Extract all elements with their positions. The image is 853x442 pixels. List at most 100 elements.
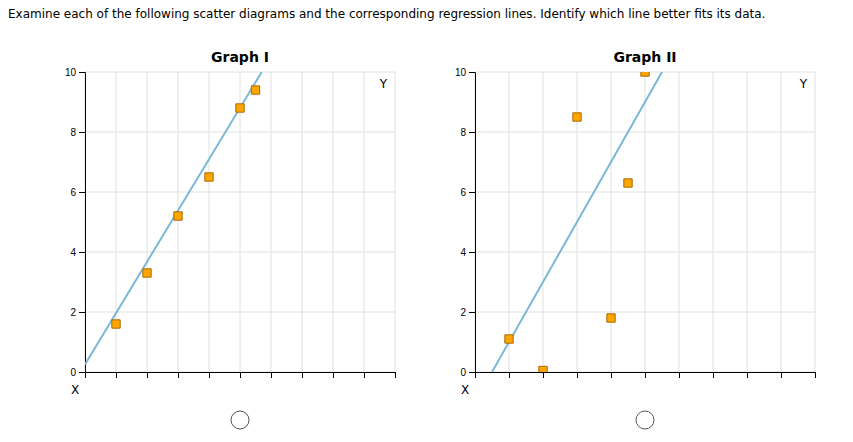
x-axis	[86, 372, 396, 378]
tick	[645, 372, 646, 378]
tick-mark	[815, 372, 816, 378]
x-axis-label: X	[461, 383, 469, 397]
instruction: Examine each of the following scatter di…	[8, 7, 765, 21]
y-axis-label: Y	[379, 77, 388, 91]
grid-line-x	[364, 72, 365, 372]
tick: 6	[460, 187, 475, 198]
scatter-point	[573, 113, 581, 121]
scatter-point	[641, 72, 649, 76]
lines	[85, 72, 262, 365]
tick	[209, 372, 210, 378]
tick-label: 8	[460, 127, 466, 138]
grid-line-x	[302, 72, 303, 372]
tick-mark	[79, 72, 85, 73]
tick: 6	[70, 187, 85, 198]
tick: 0	[460, 367, 475, 378]
tick-mark	[147, 372, 148, 378]
tick-mark	[79, 252, 85, 253]
tick: 8	[460, 127, 475, 138]
x-axis-label: X	[71, 383, 79, 397]
grid-line-x	[395, 72, 396, 372]
tick	[577, 372, 578, 378]
x-axis	[476, 372, 816, 378]
tick-mark	[469, 192, 475, 193]
tick	[679, 372, 680, 378]
tick-mark	[713, 372, 714, 378]
tick	[178, 372, 179, 378]
grid-line-x	[178, 72, 179, 372]
tick-mark	[747, 372, 748, 378]
grid-line-x	[815, 72, 816, 372]
tick-label: 8	[70, 127, 76, 138]
y-axis: 0 2 4 6 8 10	[455, 67, 476, 378]
tick-label: 2	[460, 307, 466, 318]
tick-label: 2	[70, 307, 76, 318]
radio-button[interactable]	[231, 411, 249, 429]
tick-label: 0	[70, 367, 76, 378]
tick-label: 4	[70, 247, 76, 258]
axis-line	[86, 373, 396, 379]
grid-line-x	[240, 72, 241, 372]
scatter-point	[174, 212, 182, 220]
tick	[713, 372, 714, 378]
tick: 10	[65, 67, 85, 78]
tick: 8	[70, 127, 85, 138]
tick	[302, 372, 303, 378]
scatter-point	[112, 320, 120, 328]
grid-line-y	[85, 72, 395, 73]
tick-label: 6	[70, 187, 76, 198]
y-axis: 0 2 4 6 8 10	[65, 67, 86, 378]
scatter-point	[607, 314, 615, 322]
tick-mark	[679, 372, 680, 378]
tick	[395, 372, 396, 378]
tick-mark	[240, 372, 241, 378]
chart-title: Graph I	[211, 49, 269, 65]
tick	[611, 372, 612, 378]
grid-line-y	[475, 252, 815, 253]
regression-line	[492, 72, 662, 372]
tick-mark	[469, 252, 475, 253]
tick-mark	[469, 72, 475, 73]
tick-mark	[271, 372, 272, 378]
tick-label: 10	[455, 67, 467, 78]
grid-line-y	[85, 192, 395, 193]
tick-mark	[302, 372, 303, 378]
tick: 4	[70, 247, 85, 258]
tick	[747, 372, 748, 378]
tick-mark	[333, 372, 334, 378]
tick	[364, 372, 365, 378]
grid-line-y	[475, 132, 815, 133]
grid-line-y	[85, 252, 395, 253]
tick	[781, 372, 782, 378]
tick-label: 0	[460, 367, 466, 378]
tick-label: 4	[460, 247, 466, 258]
scatter-point	[236, 104, 244, 112]
tick-mark	[209, 372, 210, 378]
grid-line-x	[611, 72, 612, 372]
plot-area	[492, 72, 662, 372]
tick-mark	[79, 132, 85, 133]
chart: 0246810Graph IIYX	[455, 49, 816, 397]
grid-line-y	[85, 312, 395, 313]
tick: 4	[460, 247, 475, 258]
tick	[543, 372, 544, 378]
tick-label: 6	[460, 187, 466, 198]
scatter-point	[539, 366, 547, 372]
tick-mark	[469, 312, 475, 313]
tick-mark	[79, 192, 85, 193]
grid-line-x	[271, 72, 272, 372]
tick-mark	[116, 372, 117, 378]
chart: 0 2 4 6 8 10 Graph I Y X	[65, 49, 396, 397]
lines	[492, 72, 662, 372]
tick-mark	[781, 372, 782, 378]
scatter-point	[143, 269, 151, 277]
tick-mark	[543, 372, 544, 378]
y-axis-label: Y	[799, 77, 808, 91]
figure: Examine each of the following scatter di…	[0, 0, 853, 442]
points	[112, 86, 260, 328]
axis-line	[476, 373, 816, 379]
radio-button[interactable]	[636, 411, 654, 429]
tick-mark	[178, 372, 179, 378]
scatter-point	[251, 86, 259, 94]
grid-line-x	[747, 72, 748, 372]
